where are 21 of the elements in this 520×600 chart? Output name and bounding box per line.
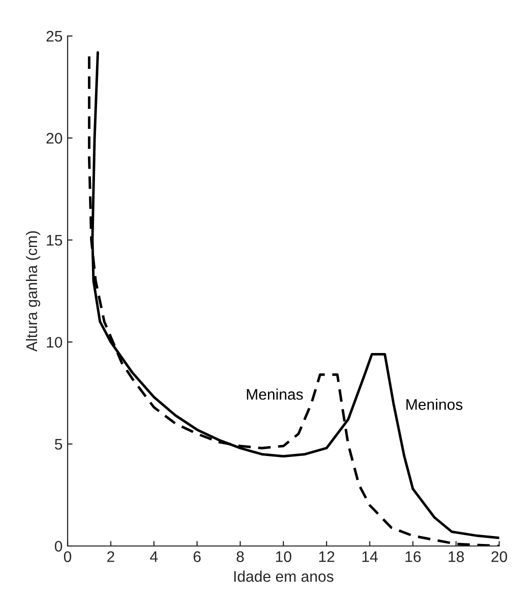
y-tick-label: 25 [46,30,62,42]
y-tick-label: 0 [54,540,62,552]
series-label: Meninas [246,388,303,400]
x-tick-label: 0 [64,551,72,562]
x-tick-label: 10 [276,551,292,562]
x-tick-label: 18 [448,551,464,562]
y-tick-label: 10 [46,336,62,348]
x-tick-label: 8 [236,551,244,562]
y-tick-label: 5 [54,439,62,450]
x-tick-label: 14 [362,551,378,562]
x-axis-title: Idade em anos [234,570,334,582]
x-tick-label: 12 [319,551,334,562]
y-tick-label: 15 [46,235,62,246]
y-tick-label: 20 [46,132,62,144]
x-tick-label: 2 [107,551,114,562]
x-tick-label: 16 [406,551,421,562]
x-tick-label: 6 [194,551,201,562]
x-tick-label: 4 [150,551,158,562]
y-axis-title: Altura ganha (cm) [26,231,40,352]
series-label: Meninos [406,398,462,410]
x-tick-label: 20 [491,551,508,562]
